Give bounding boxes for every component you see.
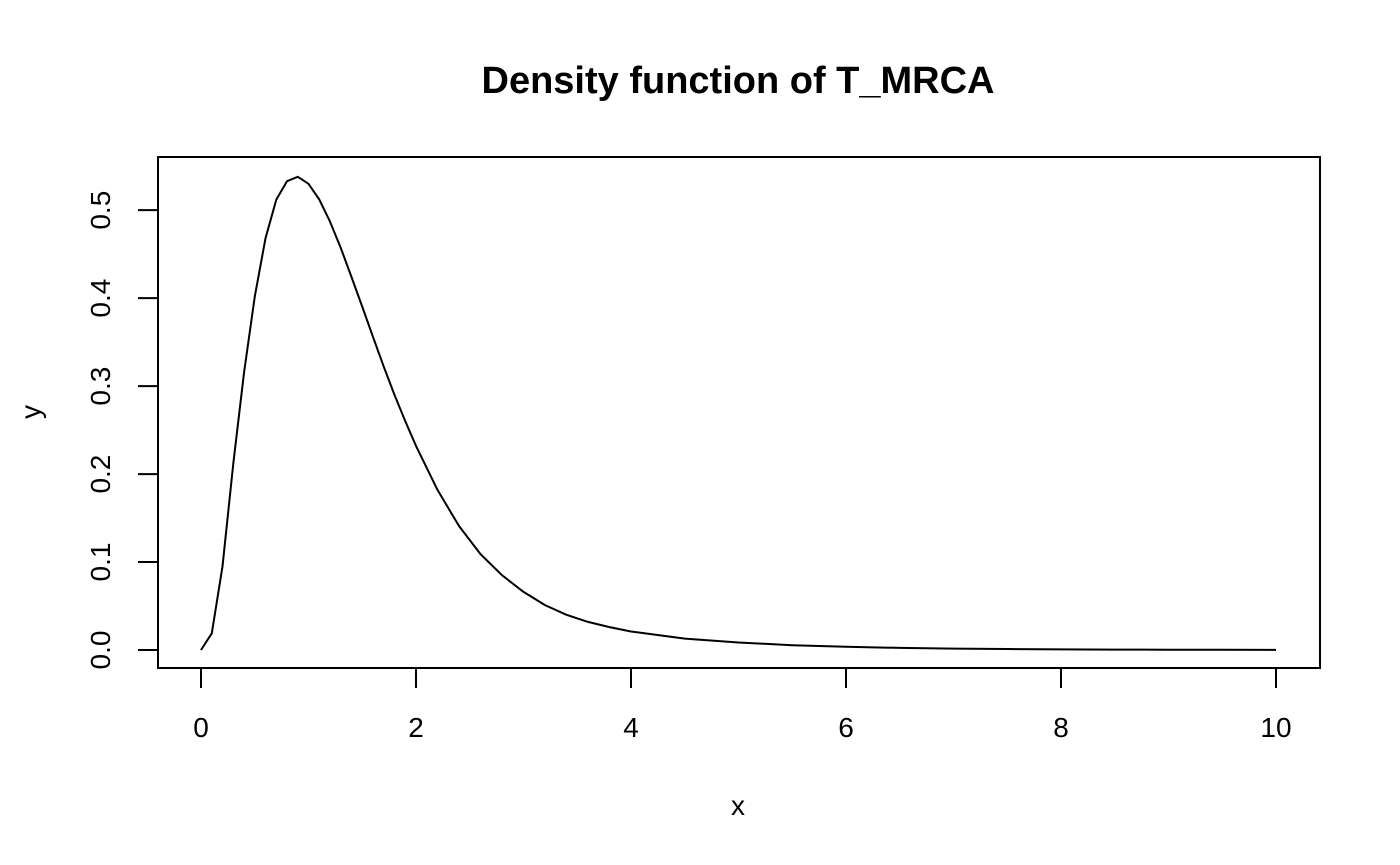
x-tick-label: 10	[1260, 712, 1291, 743]
y-axis: 0.0 0.1 0.2 0.3 0.4 0.5	[85, 191, 159, 670]
y-tick-label: 0.3	[85, 367, 116, 406]
x-tick-label: 0	[193, 712, 209, 743]
y-tick-label: 0.1	[85, 543, 116, 582]
x-axis: 0 2 4 6 8 10	[193, 667, 1292, 743]
y-tick-label: 0.5	[85, 191, 116, 230]
x-axis-label: x	[731, 790, 745, 821]
density-line	[200, 175, 1277, 651]
x-tick-label: 6	[838, 712, 854, 743]
y-tick-label: 0.2	[85, 455, 116, 494]
y-tick-label: 0.4	[85, 279, 116, 318]
y-axis-label: y	[15, 405, 46, 419]
x-tick-label: 2	[408, 712, 424, 743]
x-tick-label: 8	[1053, 712, 1069, 743]
chart-title: Density function of T_MRCA	[482, 60, 995, 102]
y-tick-label: 0.0	[85, 631, 116, 670]
x-tick-label: 4	[623, 712, 639, 743]
plot-area-frame	[157, 156, 1321, 669]
